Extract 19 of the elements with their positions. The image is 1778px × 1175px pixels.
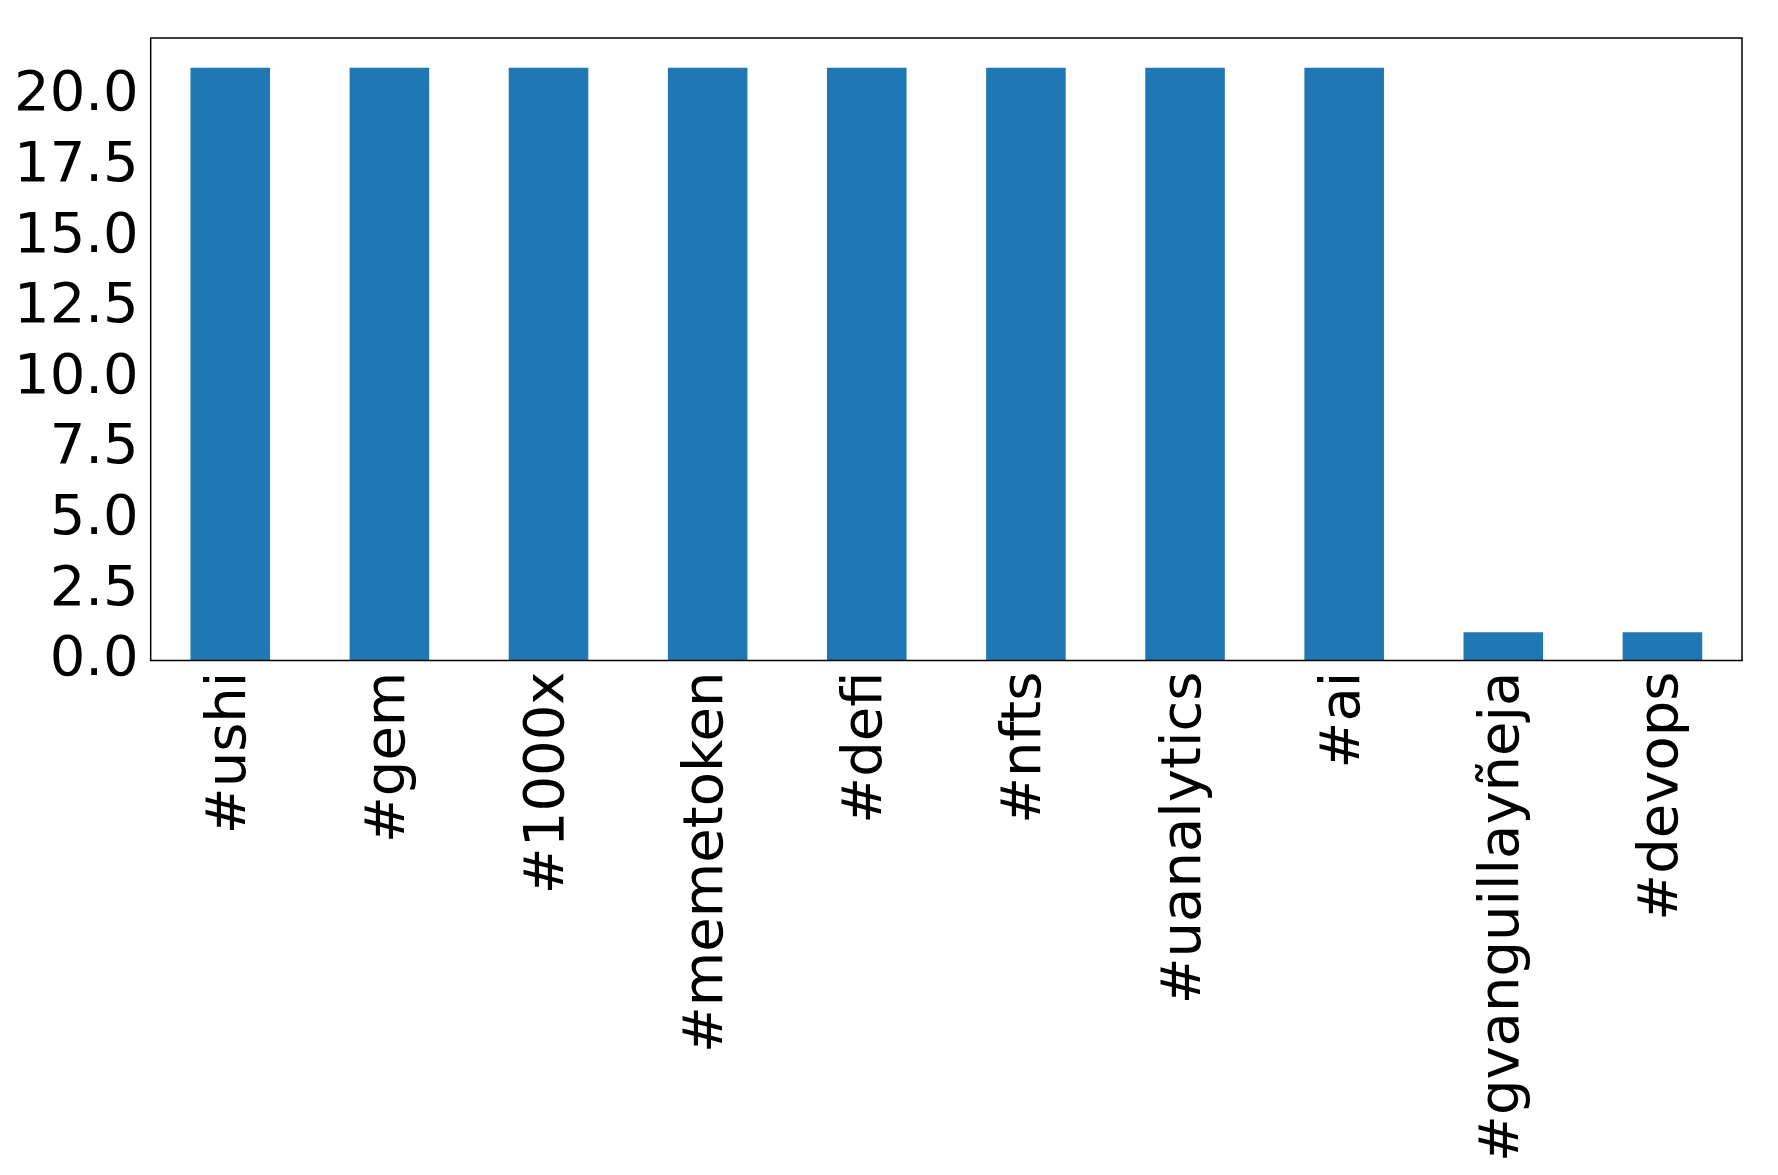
x-tick-label: #1000x (511, 671, 577, 895)
x-tick-label: #gem (351, 671, 417, 844)
x-tick-label: #nfts (988, 671, 1054, 824)
x-tick-label: #gvanguillayñeja (1465, 671, 1531, 1163)
y-tick-label: 17.5 (14, 129, 139, 195)
y-tick-label: 12.5 (14, 270, 139, 336)
x-tick-label: #ai (1306, 671, 1372, 769)
y-tick-label: 15.0 (14, 199, 139, 265)
y-tick-label: 7.5 (49, 411, 139, 477)
x-tick-label: #ushi (192, 671, 258, 835)
x-tick-label: #defi (829, 671, 895, 824)
x-tick-label: #memetoken (670, 671, 736, 1054)
y-tick-label: 10.0 (14, 340, 139, 406)
x-tick-label: #uanalytics (1147, 671, 1213, 1005)
y-tick-label: 5.0 (49, 481, 139, 547)
x-tick-label: #devops (1624, 671, 1690, 921)
y-tick-label: 2.5 (49, 552, 139, 618)
y-tick-label: 20.0 (14, 58, 139, 124)
y-tick-label: 0.0 (49, 623, 139, 689)
